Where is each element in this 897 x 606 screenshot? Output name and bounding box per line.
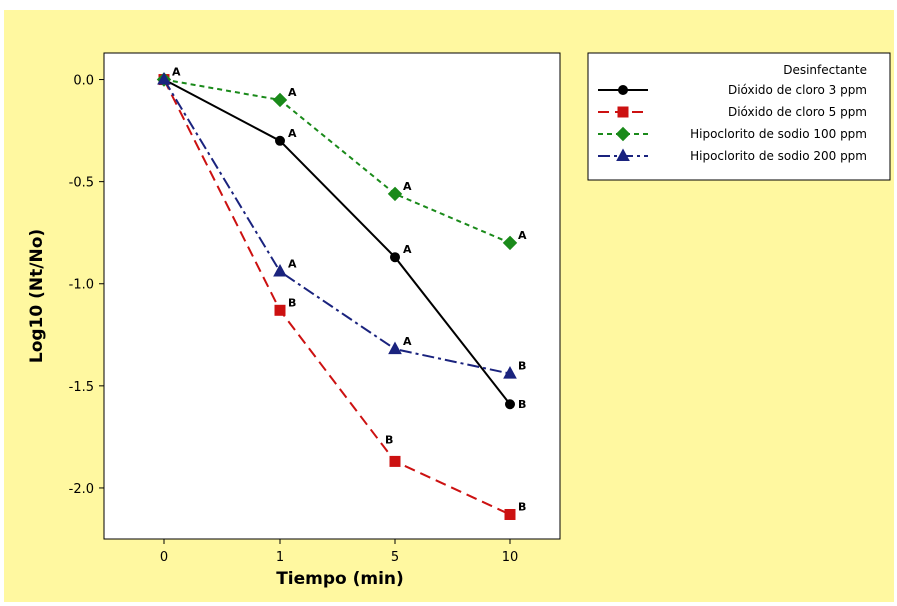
significance-label: B bbox=[518, 360, 526, 373]
series-layer bbox=[156, 72, 518, 520]
series-line bbox=[163, 78, 511, 244]
data-point bbox=[389, 455, 401, 467]
data-point bbox=[503, 366, 517, 379]
series-line bbox=[163, 79, 511, 516]
series-3 bbox=[156, 72, 518, 251]
series-4 bbox=[157, 72, 517, 379]
axes: 0 1 5 10 0.0 -0.5 -1.0 -1.5 -2.0 bbox=[69, 74, 519, 565]
data-point bbox=[387, 186, 403, 202]
chart-svg: 0 1 5 10 0.0 -0.5 -1.0 -1.5 -2.0 A A A B B B B A A A A A B T… bbox=[27, 52, 891, 589]
data-point bbox=[505, 399, 515, 410]
x-tick-label: 5 bbox=[391, 550, 399, 565]
legend-items: Dióxido de cloro 3 ppm Dióxido de cloro 5… bbox=[598, 83, 867, 163]
data-point bbox=[274, 304, 286, 316]
y-axis-title: Log10 (Nt/No) bbox=[27, 229, 47, 363]
legend-marker bbox=[615, 126, 631, 142]
data-point bbox=[388, 341, 402, 355]
x-axis-title: Tiempo (min) bbox=[276, 569, 404, 589]
legend-label: Dióxido de cloro 5 ppm bbox=[728, 105, 867, 119]
chart-figure: 0 1 5 10 0.0 -0.5 -1.0 -1.5 -2.0 A A A B B B B A A A A A B T… bbox=[4, 10, 894, 602]
legend-item: Dióxido de cloro 3 ppm bbox=[598, 83, 867, 97]
data-point bbox=[504, 508, 516, 520]
data-point bbox=[502, 235, 518, 251]
legend-title: Desinfectante bbox=[783, 63, 867, 77]
legend-marker bbox=[616, 148, 630, 161]
legend: Desinfectante Dióxido de cloro 3 ppmDióx… bbox=[587, 52, 891, 181]
significance-label: A bbox=[518, 229, 527, 242]
legend-label: Hipoclorito de sodio 200 ppm bbox=[690, 149, 867, 163]
significance-label: B bbox=[385, 433, 393, 446]
significance-label: A bbox=[403, 243, 412, 256]
data-point bbox=[157, 72, 171, 85]
y-tick-label: -1.0 bbox=[69, 278, 94, 293]
significance-label: B bbox=[288, 296, 296, 309]
significance-label: A bbox=[172, 66, 181, 79]
plot-area bbox=[103, 52, 561, 540]
legend-label: Dióxido de cloro 3 ppm bbox=[728, 83, 867, 97]
significance-label: A bbox=[288, 257, 297, 270]
significance-labels: A A A B B B B A A A A A B bbox=[172, 66, 527, 514]
y-tick-label: -0.5 bbox=[69, 176, 94, 191]
y-tick-label: 0.0 bbox=[73, 74, 94, 89]
data-point bbox=[275, 135, 285, 146]
legend-item: Hipoclorito de sodio 100 ppm bbox=[598, 126, 867, 142]
x-tick-label: 10 bbox=[502, 550, 519, 565]
data-point bbox=[272, 92, 288, 108]
significance-label: A bbox=[288, 86, 297, 99]
significance-label: A bbox=[288, 127, 297, 140]
legend-box bbox=[587, 52, 891, 181]
legend-item: Hipoclorito de sodio 200 ppm bbox=[598, 148, 867, 163]
legend-marker bbox=[617, 106, 629, 118]
legend-label: Hipoclorito de sodio 100 ppm bbox=[690, 127, 867, 141]
data-point bbox=[273, 263, 287, 277]
significance-label: A bbox=[403, 180, 412, 193]
series-line bbox=[163, 79, 511, 375]
data-point bbox=[390, 252, 400, 263]
significance-label: B bbox=[518, 500, 526, 513]
legend-marker bbox=[618, 85, 628, 95]
significance-label: A bbox=[403, 335, 412, 348]
significance-label: B bbox=[518, 398, 526, 411]
legend-item: Dióxido de cloro 5 ppm bbox=[598, 105, 867, 119]
series-line bbox=[163, 78, 511, 405]
y-tick-label: -2.0 bbox=[69, 482, 94, 497]
y-tick-label: -1.5 bbox=[69, 380, 94, 395]
x-tick-label: 0 bbox=[160, 550, 168, 565]
x-tick-label: 1 bbox=[276, 550, 284, 565]
